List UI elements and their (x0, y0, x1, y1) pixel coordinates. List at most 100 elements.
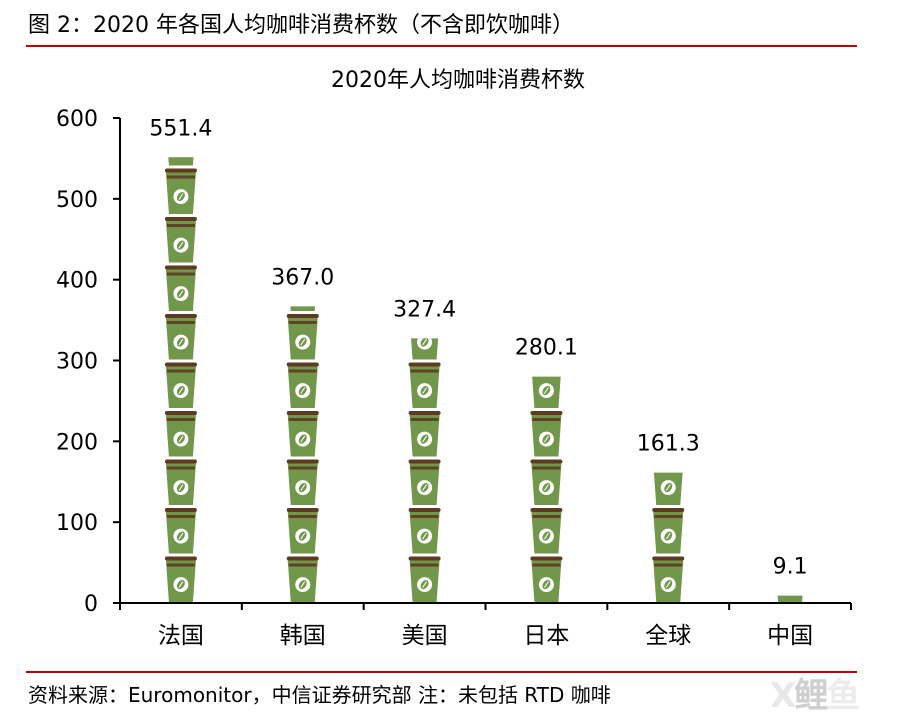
cup-lid (164, 314, 197, 318)
cup-sleeve (410, 418, 439, 421)
cup-sleeve (532, 563, 561, 567)
bean-crease (300, 484, 306, 491)
bean-crease (178, 484, 184, 491)
cup-lid (530, 411, 563, 415)
cup-sleeve (166, 369, 195, 373)
bean-crease (300, 435, 306, 443)
cup-sleeve (166, 272, 195, 276)
watermark-char: 鱼 (826, 676, 860, 716)
bean-crease (300, 387, 306, 394)
top-divider (26, 45, 857, 47)
bean-crease (178, 290, 184, 297)
cup-body (168, 157, 194, 166)
cup-sleeve (288, 563, 317, 567)
bean-crease (665, 532, 671, 540)
cup-lid (164, 168, 197, 173)
bean-crease (544, 387, 549, 394)
bean-crease (301, 291, 305, 297)
cup-lid (164, 362, 197, 367)
bean-crease (422, 338, 427, 346)
bottom-divider (26, 671, 857, 673)
cup-lid (530, 508, 563, 512)
cup-lid (286, 362, 319, 367)
bar-韩国 (286, 291, 319, 602)
y-tick-label: 400 (56, 269, 98, 294)
cup-sleeve (166, 224, 195, 227)
cup-sleeve (410, 563, 439, 567)
cup-lid (408, 508, 441, 512)
bar-中国 (777, 579, 803, 602)
cup-lid (164, 508, 197, 512)
x-tick-label: 美国 (402, 623, 448, 649)
bean-crease (300, 532, 306, 540)
x-tick-label: 全球 (645, 623, 691, 649)
chart-title: 2020年人均咖啡消费杯数 (331, 68, 585, 93)
coffee-bean (784, 579, 795, 591)
bean-crease (178, 338, 184, 346)
bean-crease (178, 193, 184, 200)
cup-lid (530, 363, 562, 367)
cup-sleeve (654, 563, 683, 567)
cup-emblem (173, 141, 188, 156)
cup-lid (530, 459, 563, 464)
bean-crease (422, 581, 427, 588)
data-label: 327.4 (393, 297, 456, 322)
bean-crease (665, 581, 671, 588)
x-tick-label: 法国 (158, 623, 204, 649)
watermark-char: X (770, 676, 796, 716)
cup-lid (286, 411, 319, 415)
bar-全球 (652, 460, 685, 602)
source-note: 资料来源：Euromonitor，中信证券研究部 注：未包括 RTD 咖啡 (28, 683, 611, 707)
bean-crease (300, 338, 306, 346)
cup-lid (164, 217, 197, 221)
x-tick-label: 中国 (767, 623, 813, 649)
cup-sleeve (288, 466, 317, 470)
bar-美国 (408, 338, 441, 602)
data-label: 367.0 (271, 265, 334, 290)
cup-lid (652, 508, 685, 512)
cup-sleeve (288, 321, 317, 324)
cup-sleeve (532, 515, 561, 518)
bean-crease (788, 582, 792, 588)
cup-sleeve (166, 175, 195, 179)
cup-lid (652, 460, 684, 464)
cup-sleeve (654, 515, 683, 518)
cup-lid (530, 556, 563, 561)
coffee-bean (175, 142, 186, 154)
bean-crease (178, 532, 184, 540)
y-tick-label: 200 (56, 430, 98, 455)
data-label: 280.1 (515, 336, 578, 361)
cup-body (777, 595, 803, 602)
bean-crease (544, 435, 549, 443)
cup-sleeve (166, 563, 195, 567)
figure-title: 图 2：2020 年各国人均咖啡消费杯数（不含即饮咖啡） (28, 13, 574, 38)
cup-body (290, 306, 316, 311)
cup-sleeve (410, 515, 439, 518)
bar-法国 (164, 141, 197, 602)
bean-crease (178, 241, 184, 249)
cup-lid (164, 411, 197, 415)
bean-crease (544, 581, 549, 588)
y-tick-label: 300 (56, 350, 98, 375)
x-tick-label: 韩国 (280, 623, 326, 649)
data-label: 161.3 (637, 432, 700, 457)
bean-crease (422, 532, 427, 540)
y-tick-label: 500 (56, 188, 98, 213)
cup-sleeve (532, 466, 561, 470)
x-tick-label: 日本 (523, 623, 569, 649)
bean-crease (179, 145, 183, 151)
cup-lid (408, 556, 441, 561)
y-tick-label: 100 (56, 511, 98, 536)
cup-lid (408, 362, 441, 367)
cup-sleeve (532, 370, 560, 373)
bar-日本 (530, 363, 563, 602)
cup-lid (408, 459, 441, 464)
bean-crease (422, 435, 427, 443)
bean-crease (665, 484, 671, 491)
cup-sleeve (166, 321, 195, 324)
data-label: 9.1 (773, 555, 808, 580)
y-tick-label: 0 (84, 592, 98, 617)
cup-sleeve (532, 418, 561, 421)
bean-crease (544, 484, 549, 491)
cup-sleeve (288, 515, 317, 518)
